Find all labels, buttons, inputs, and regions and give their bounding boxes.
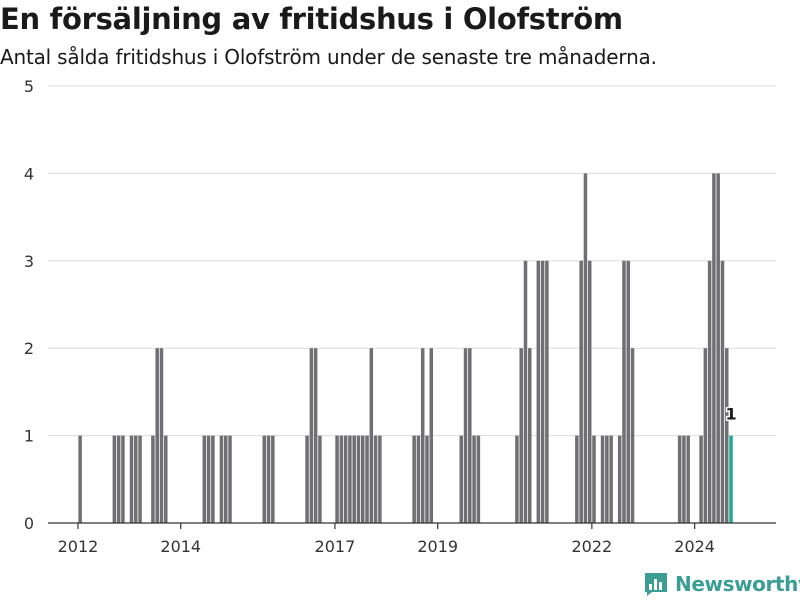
- x-tick-label: 2019: [417, 537, 458, 556]
- y-tick-label: 3: [24, 252, 34, 271]
- highlight-bar: [729, 435, 733, 523]
- bar: [318, 435, 322, 523]
- bar: [339, 435, 344, 523]
- bar: [677, 435, 682, 523]
- y-tick-label: 5: [24, 77, 34, 96]
- bars: [78, 173, 733, 523]
- bar: [425, 435, 429, 523]
- bar: [545, 260, 549, 523]
- x-tick-label: 2012: [58, 537, 99, 556]
- bar: [378, 435, 382, 523]
- x-tick-label: 2024: [674, 537, 715, 556]
- bar: [313, 348, 318, 523]
- bar: [459, 435, 464, 523]
- bar: [699, 435, 703, 523]
- bar: [592, 435, 596, 523]
- bar: [703, 348, 708, 523]
- bar: [335, 435, 339, 523]
- bar: [716, 173, 720, 523]
- bar: [116, 435, 121, 523]
- bar: [343, 435, 348, 523]
- bar: [583, 173, 588, 523]
- bar: [463, 348, 468, 523]
- newsworthy-logo: Newsworthy: [643, 568, 800, 600]
- y-tick-label: 2: [24, 339, 34, 358]
- bar: [155, 348, 159, 523]
- bar: [309, 348, 314, 523]
- bar: [622, 260, 626, 523]
- bar: [219, 435, 224, 523]
- bar: [228, 435, 232, 523]
- bar: [151, 435, 155, 523]
- bar: [138, 435, 142, 523]
- bar: [712, 173, 716, 523]
- bar: [159, 348, 164, 523]
- bar: [605, 435, 609, 523]
- bar: [429, 348, 434, 523]
- bar: [305, 435, 309, 523]
- bar: [211, 435, 215, 523]
- newsworthy-logo-icon: [645, 573, 667, 596]
- bar: [121, 435, 125, 523]
- bar: [536, 260, 541, 523]
- bar: [420, 348, 425, 523]
- gridlines: [48, 85, 776, 437]
- bar: [206, 435, 211, 523]
- bar: [515, 435, 519, 523]
- bar: [262, 435, 267, 523]
- x-tick-label: 2022: [571, 537, 612, 556]
- bar: [134, 435, 138, 523]
- axes: 0 1 2 3 4 5 1 2012 2014 2017 2019 2022 2024: [24, 77, 776, 556]
- bar: [476, 435, 481, 523]
- bar: [266, 435, 271, 523]
- bar: [348, 435, 352, 523]
- x-tick-label: 2017: [315, 537, 356, 556]
- x-tick-label: 2014: [160, 537, 201, 556]
- bar: [579, 260, 583, 523]
- bar: [412, 435, 416, 523]
- bar: [164, 435, 168, 523]
- bar: [724, 348, 729, 523]
- bar: [416, 435, 421, 523]
- brand-name: Newsworthy: [675, 572, 800, 596]
- bar: [356, 435, 361, 523]
- highlight-data-label: 1: [725, 405, 736, 424]
- bar: [271, 435, 275, 523]
- bar: [575, 435, 579, 523]
- bar: [519, 348, 523, 523]
- bar: [369, 348, 374, 523]
- bar: [129, 435, 134, 523]
- bar: [365, 435, 369, 523]
- y-tick-label: 1: [24, 427, 34, 446]
- bar: [600, 435, 605, 523]
- bar: [523, 260, 528, 523]
- bar: [468, 348, 472, 523]
- bar: [373, 435, 378, 523]
- bar: [587, 260, 592, 523]
- bar: [630, 348, 635, 523]
- bar: [352, 435, 356, 523]
- y-tick-label: 0: [24, 514, 34, 533]
- bar: [540, 260, 545, 523]
- bar: [472, 435, 476, 523]
- bar: [202, 435, 207, 523]
- bar: [707, 260, 712, 523]
- y-tick-label: 4: [24, 164, 34, 183]
- bar: [626, 260, 631, 523]
- chart-subtitle: Antal sålda fritidshus i Olofström under…: [0, 45, 657, 69]
- bar: [78, 435, 82, 523]
- bar: [686, 435, 690, 523]
- bar: [682, 435, 686, 523]
- bar: [720, 260, 725, 523]
- bar: [360, 435, 365, 523]
- bar: [609, 435, 613, 523]
- bar: [112, 435, 117, 523]
- bar: [223, 435, 228, 523]
- chart-title: En försäljning av fritidshus i Olofström: [0, 2, 623, 36]
- bar: [617, 435, 622, 523]
- bar: [528, 348, 532, 523]
